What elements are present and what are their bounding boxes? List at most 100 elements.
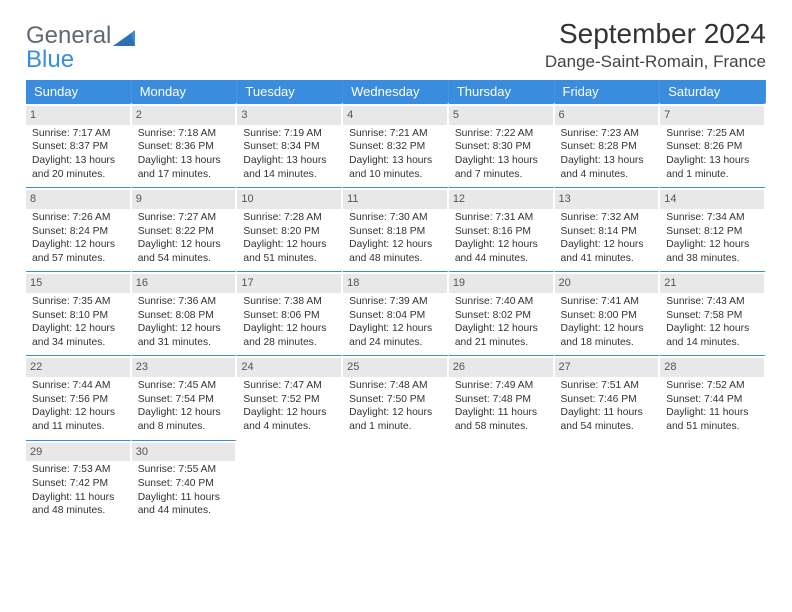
day-number: 22 <box>26 358 130 377</box>
day-number: 24 <box>237 358 341 377</box>
day-cell: 6 Sunrise: 7:23 AMSunset: 8:28 PMDaylight… <box>555 103 661 187</box>
day-number: 18 <box>343 274 447 293</box>
day-cell: 4Sunrise: 7:21 AMSunset: 8:32 PMDaylight… <box>343 103 449 187</box>
day-number: 6 <box>555 106 659 125</box>
day-info: Sunrise: 7:35 AMSunset: 8:10 PMDaylight:… <box>32 295 124 349</box>
day-cell: 21 Sunrise: 7:43 AMSunset: 7:58 PMDayligh… <box>660 271 766 355</box>
weekday-header: Tuesday <box>237 80 343 103</box>
day-cell: 30Sunrise: 7:55 AMSunset: 7:40 PMDayligh… <box>132 440 238 524</box>
day-number: 10 <box>237 190 341 209</box>
day-number: 3 <box>237 106 341 125</box>
day-number: 20 <box>555 274 659 293</box>
month-title: September 2024 <box>545 18 766 50</box>
day-info: Sunrise: 7:32 AMSunset: 8:14 PMDaylight:… <box>561 211 653 265</box>
header: General September 2024 Dange-Saint-Romai… <box>26 18 766 72</box>
day-cell: 24 Sunrise: 7:47 AMSunset: 7:52 PMDayligh… <box>237 355 343 439</box>
day-number: 1 <box>26 106 130 125</box>
day-cell: 19 Sunrise: 7:40 AMSunset: 8:02 PMDayligh… <box>449 271 555 355</box>
day-info: Sunrise: 7:49 AMSunset: 7:48 PMDaylight:… <box>455 379 547 433</box>
day-info: Sunrise: 7:55 AMSunset: 7:40 PMDaylight:… <box>138 463 230 517</box>
day-number: 28 <box>660 358 764 377</box>
day-info: Sunrise: 7:48 AMSunset: 7:50 PMDaylight:… <box>349 379 441 433</box>
day-cell: 13 Sunrise: 7:32 AMSunset: 8:14 PMDayligh… <box>555 187 661 271</box>
empty-cell <box>449 440 555 524</box>
day-info: Sunrise: 7:38 AMSunset: 8:06 PMDaylight:… <box>243 295 335 349</box>
day-number: 9 <box>132 190 236 209</box>
day-info: Sunrise: 7:51 AMSunset: 7:46 PMDaylight:… <box>561 379 653 433</box>
weekday-header: Monday <box>132 80 238 103</box>
empty-cell <box>660 440 766 524</box>
day-number: 11 <box>343 190 447 209</box>
day-info: Sunrise: 7:52 AMSunset: 7:44 PMDaylight:… <box>666 379 758 433</box>
day-number: 23 <box>132 358 236 377</box>
day-info: Sunrise: 7:22 AMSunset: 8:30 PMDaylight:… <box>455 127 547 181</box>
day-cell: 16Sunrise: 7:36 AMSunset: 8:08 PMDayligh… <box>132 271 238 355</box>
day-cell: 28 Sunrise: 7:52 AMSunset: 7:44 PMDayligh… <box>660 355 766 439</box>
day-number: 30 <box>132 443 236 462</box>
calendar: SundayMondayTuesdayWednesdayThursdayFrid… <box>26 80 766 524</box>
weekday-header: Thursday <box>449 80 555 103</box>
day-info: Sunrise: 7:26 AMSunset: 8:24 PMDaylight:… <box>32 211 124 265</box>
day-info: Sunrise: 7:44 AMSunset: 7:56 PMDaylight:… <box>32 379 124 433</box>
day-info: Sunrise: 7:40 AMSunset: 8:02 PMDaylight:… <box>455 295 547 349</box>
day-info: Sunrise: 7:39 AMSunset: 8:04 PMDaylight:… <box>349 295 441 349</box>
logo-triangle-icon <box>113 29 135 47</box>
day-info: Sunrise: 7:45 AMSunset: 7:54 PMDaylight:… <box>138 379 230 433</box>
day-number: 8 <box>26 190 130 209</box>
day-cell: 11 Sunrise: 7:30 AMSunset: 8:18 PMDayligh… <box>343 187 449 271</box>
day-info: Sunrise: 7:47 AMSunset: 7:52 PMDaylight:… <box>243 379 335 433</box>
day-number: 21 <box>660 274 764 293</box>
day-cell: 8 Sunrise: 7:26 AMSunset: 8:24 PMDaylight… <box>26 187 132 271</box>
weekday-header: Friday <box>555 80 661 103</box>
day-number: 25 <box>343 358 447 377</box>
day-number: 12 <box>449 190 553 209</box>
day-number: 15 <box>26 274 130 293</box>
day-cell: 14 Sunrise: 7:34 AMSunset: 8:12 PMDayligh… <box>660 187 766 271</box>
logo-blue: Blue <box>26 46 74 74</box>
day-info: Sunrise: 7:17 AMSunset: 8:37 PMDaylight:… <box>32 127 124 181</box>
day-info: Sunrise: 7:23 AMSunset: 8:28 PMDaylight:… <box>561 127 653 181</box>
empty-cell <box>237 440 343 524</box>
day-number: 27 <box>555 358 659 377</box>
day-number: 13 <box>555 190 659 209</box>
day-info: Sunrise: 7:27 AMSunset: 8:22 PMDaylight:… <box>138 211 230 265</box>
day-cell: 15 Sunrise: 7:35 AMSunset: 8:10 PMDayligh… <box>26 271 132 355</box>
day-cell: 22 Sunrise: 7:44 AMSunset: 7:56 PMDayligh… <box>26 355 132 439</box>
day-cell: 3 Sunrise: 7:19 AMSunset: 8:34 PMDaylight… <box>237 103 343 187</box>
day-cell: 26 Sunrise: 7:49 AMSunset: 7:48 PMDayligh… <box>449 355 555 439</box>
day-number: 5 <box>449 106 553 125</box>
day-info: Sunrise: 7:25 AMSunset: 8:26 PMDaylight:… <box>666 127 758 181</box>
day-info: Sunrise: 7:21 AMSunset: 8:32 PMDaylight:… <box>349 127 441 181</box>
day-info: Sunrise: 7:43 AMSunset: 7:58 PMDaylight:… <box>666 295 758 349</box>
day-cell: 5 Sunrise: 7:22 AMSunset: 8:30 PMDaylight… <box>449 103 555 187</box>
day-cell: 27 Sunrise: 7:51 AMSunset: 7:46 PMDayligh… <box>555 355 661 439</box>
day-cell: 20 Sunrise: 7:41 AMSunset: 8:00 PMDayligh… <box>555 271 661 355</box>
day-info: Sunrise: 7:34 AMSunset: 8:12 PMDaylight:… <box>666 211 758 265</box>
day-number: 16 <box>132 274 236 293</box>
day-number: 19 <box>449 274 553 293</box>
location: Dange-Saint-Romain, France <box>545 52 766 72</box>
day-number: 26 <box>449 358 553 377</box>
empty-cell <box>555 440 661 524</box>
day-number: 17 <box>237 274 341 293</box>
day-info: Sunrise: 7:18 AMSunset: 8:36 PMDaylight:… <box>138 127 230 181</box>
day-info: Sunrise: 7:41 AMSunset: 8:00 PMDaylight:… <box>561 295 653 349</box>
day-number: 14 <box>660 190 764 209</box>
day-cell: 29Sunrise: 7:53 AMSunset: 7:42 PMDayligh… <box>26 440 132 524</box>
day-number: 7 <box>660 106 764 125</box>
day-cell: 18 Sunrise: 7:39 AMSunset: 8:04 PMDayligh… <box>343 271 449 355</box>
weekday-header: Saturday <box>660 80 766 103</box>
day-cell: 1 Sunrise: 7:17 AMSunset: 8:37 PMDaylight… <box>26 103 132 187</box>
day-cell: 9 Sunrise: 7:27 AMSunset: 8:22 PMDaylight… <box>132 187 238 271</box>
day-cell: 7 Sunrise: 7:25 AMSunset: 8:26 PMDaylight… <box>660 103 766 187</box>
weekday-header: Wednesday <box>343 80 449 103</box>
day-number: 29 <box>26 443 130 462</box>
day-info: Sunrise: 7:28 AMSunset: 8:20 PMDaylight:… <box>243 211 335 265</box>
day-info: Sunrise: 7:53 AMSunset: 7:42 PMDaylight:… <box>32 463 124 517</box>
day-cell: 2 Sunrise: 7:18 AMSunset: 8:36 PMDaylight… <box>132 103 238 187</box>
day-info: Sunrise: 7:30 AMSunset: 8:18 PMDaylight:… <box>349 211 441 265</box>
title-block: September 2024 Dange-Saint-Romain, Franc… <box>545 18 766 72</box>
day-cell: 10 Sunrise: 7:28 AMSunset: 8:20 PMDayligh… <box>237 187 343 271</box>
day-info: Sunrise: 7:19 AMSunset: 8:34 PMDaylight:… <box>243 127 335 181</box>
day-number: 2 <box>132 106 236 125</box>
